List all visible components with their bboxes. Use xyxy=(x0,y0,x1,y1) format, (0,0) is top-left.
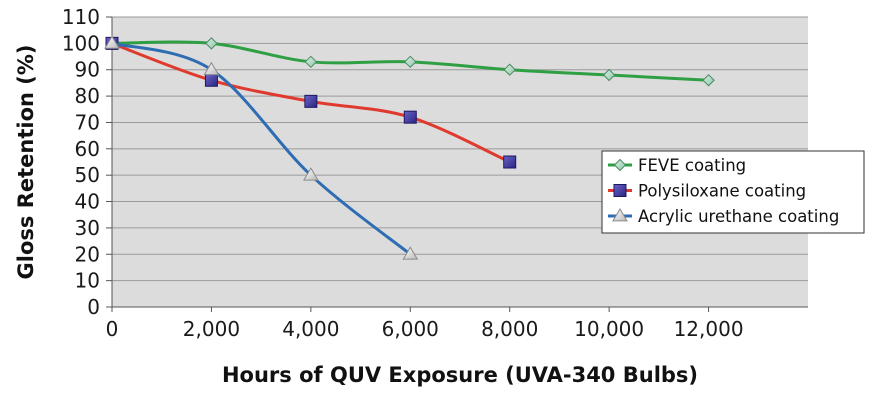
y-tick-label: 10 xyxy=(75,269,100,293)
data-point xyxy=(702,74,715,87)
grid-lines xyxy=(112,16,808,282)
y-tick-label: 80 xyxy=(75,84,100,108)
x-tick-label: 2,000 xyxy=(183,317,240,341)
series-layer xyxy=(104,35,715,260)
y-tick-label: 20 xyxy=(75,242,100,266)
y-axis-title: Gloss Retention (%) xyxy=(14,45,38,280)
data-point xyxy=(503,63,516,76)
data-point xyxy=(304,55,318,69)
data-point xyxy=(204,73,218,87)
legend-item: Polysiloxane coating xyxy=(608,182,806,201)
x-axis-title: Hours of QUV Exposure (UVA-340 Bulbs) xyxy=(222,363,698,387)
y-tick-label: 60 xyxy=(75,137,100,161)
x-tick-label: 4,000 xyxy=(282,317,339,341)
x-tick-label: 12,000 xyxy=(674,317,744,341)
data-point xyxy=(203,61,220,76)
x-tick-label: 0 xyxy=(106,317,119,341)
data-point xyxy=(304,94,318,108)
x-tick-labels: 0 2,000 4,000 6,000 8,000 10,000 12,000 xyxy=(106,317,744,341)
y-tick-label: 100 xyxy=(62,31,100,55)
data-point xyxy=(205,37,218,50)
data-point xyxy=(104,35,120,49)
legend: FEVE coating Polysiloxane coating Acrylic … xyxy=(601,150,865,234)
legend-label: Polysiloxane coating xyxy=(638,182,806,201)
y-tick-label: 30 xyxy=(75,216,100,240)
y-tick-label: 70 xyxy=(75,110,100,134)
x-tick-label: 8,000 xyxy=(481,317,538,341)
data-point xyxy=(402,246,419,260)
y-tick-label: 90 xyxy=(75,58,100,82)
data-point xyxy=(602,68,616,82)
series-1 xyxy=(105,36,517,169)
legend-item: FEVE coating xyxy=(608,156,746,175)
y-tick-label: 0 xyxy=(87,295,100,319)
x-tick-label: 10,000 xyxy=(574,317,644,341)
data-point xyxy=(404,55,417,69)
x-tick-label: 6,000 xyxy=(382,317,439,341)
series-2 xyxy=(104,35,419,260)
y-tick-label: 50 xyxy=(75,163,100,187)
legend-marker xyxy=(612,208,628,222)
legend-marker xyxy=(613,158,627,172)
legend-box xyxy=(601,150,865,234)
y-tick-label: 110 xyxy=(62,5,100,29)
legend-label: Acrylic urethane coating xyxy=(638,207,839,226)
data-point xyxy=(302,167,319,181)
legend-label: FEVE coating xyxy=(638,156,746,175)
legend-item: Acrylic urethane coating xyxy=(608,207,839,226)
data-point xyxy=(503,155,517,169)
series-line xyxy=(111,41,412,256)
y-tick-label: 40 xyxy=(75,190,100,214)
data-point xyxy=(403,110,417,124)
legend-marker xyxy=(613,184,627,197)
